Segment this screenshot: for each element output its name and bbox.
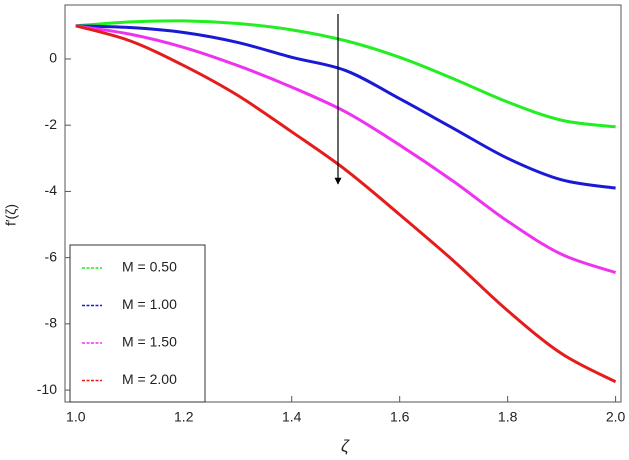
legend-box <box>69 244 206 403</box>
x-tick-label: 1.0 <box>66 409 86 425</box>
x-tick-label: 1.8 <box>498 409 518 425</box>
y-tick-label: -10 <box>37 381 57 397</box>
x-axis-label: ζ <box>341 436 350 455</box>
plot-frame <box>64 4 622 403</box>
legend: M = 0.50 M = 1.00 M = 1.50 M = 2.00 <box>69 244 206 403</box>
x-tick-label: 2.0 <box>606 409 626 425</box>
legend-label: M = 1.00 <box>122 296 177 312</box>
y-axis-label: f′(ζ) <box>3 204 19 226</box>
y-tick-label: -6 <box>45 248 58 264</box>
y-tick-label: -8 <box>45 315 58 331</box>
legend-label: M = 0.50 <box>122 259 177 275</box>
legend-label: M = 1.50 <box>122 334 177 350</box>
x-tick-label: 1.6 <box>390 409 410 425</box>
y-tick-label: 0 <box>49 50 57 66</box>
y-tick-label: -4 <box>45 182 58 198</box>
series-line <box>75 24 617 274</box>
series-line <box>75 24 617 384</box>
x-tick-label: 1.2 <box>174 409 194 425</box>
legend-label: M = 2.00 <box>122 371 177 387</box>
series-line <box>75 19 616 129</box>
y-tick-label: -2 <box>45 116 58 132</box>
series-line <box>75 24 616 190</box>
x-tick-label: 1.4 <box>282 409 302 425</box>
